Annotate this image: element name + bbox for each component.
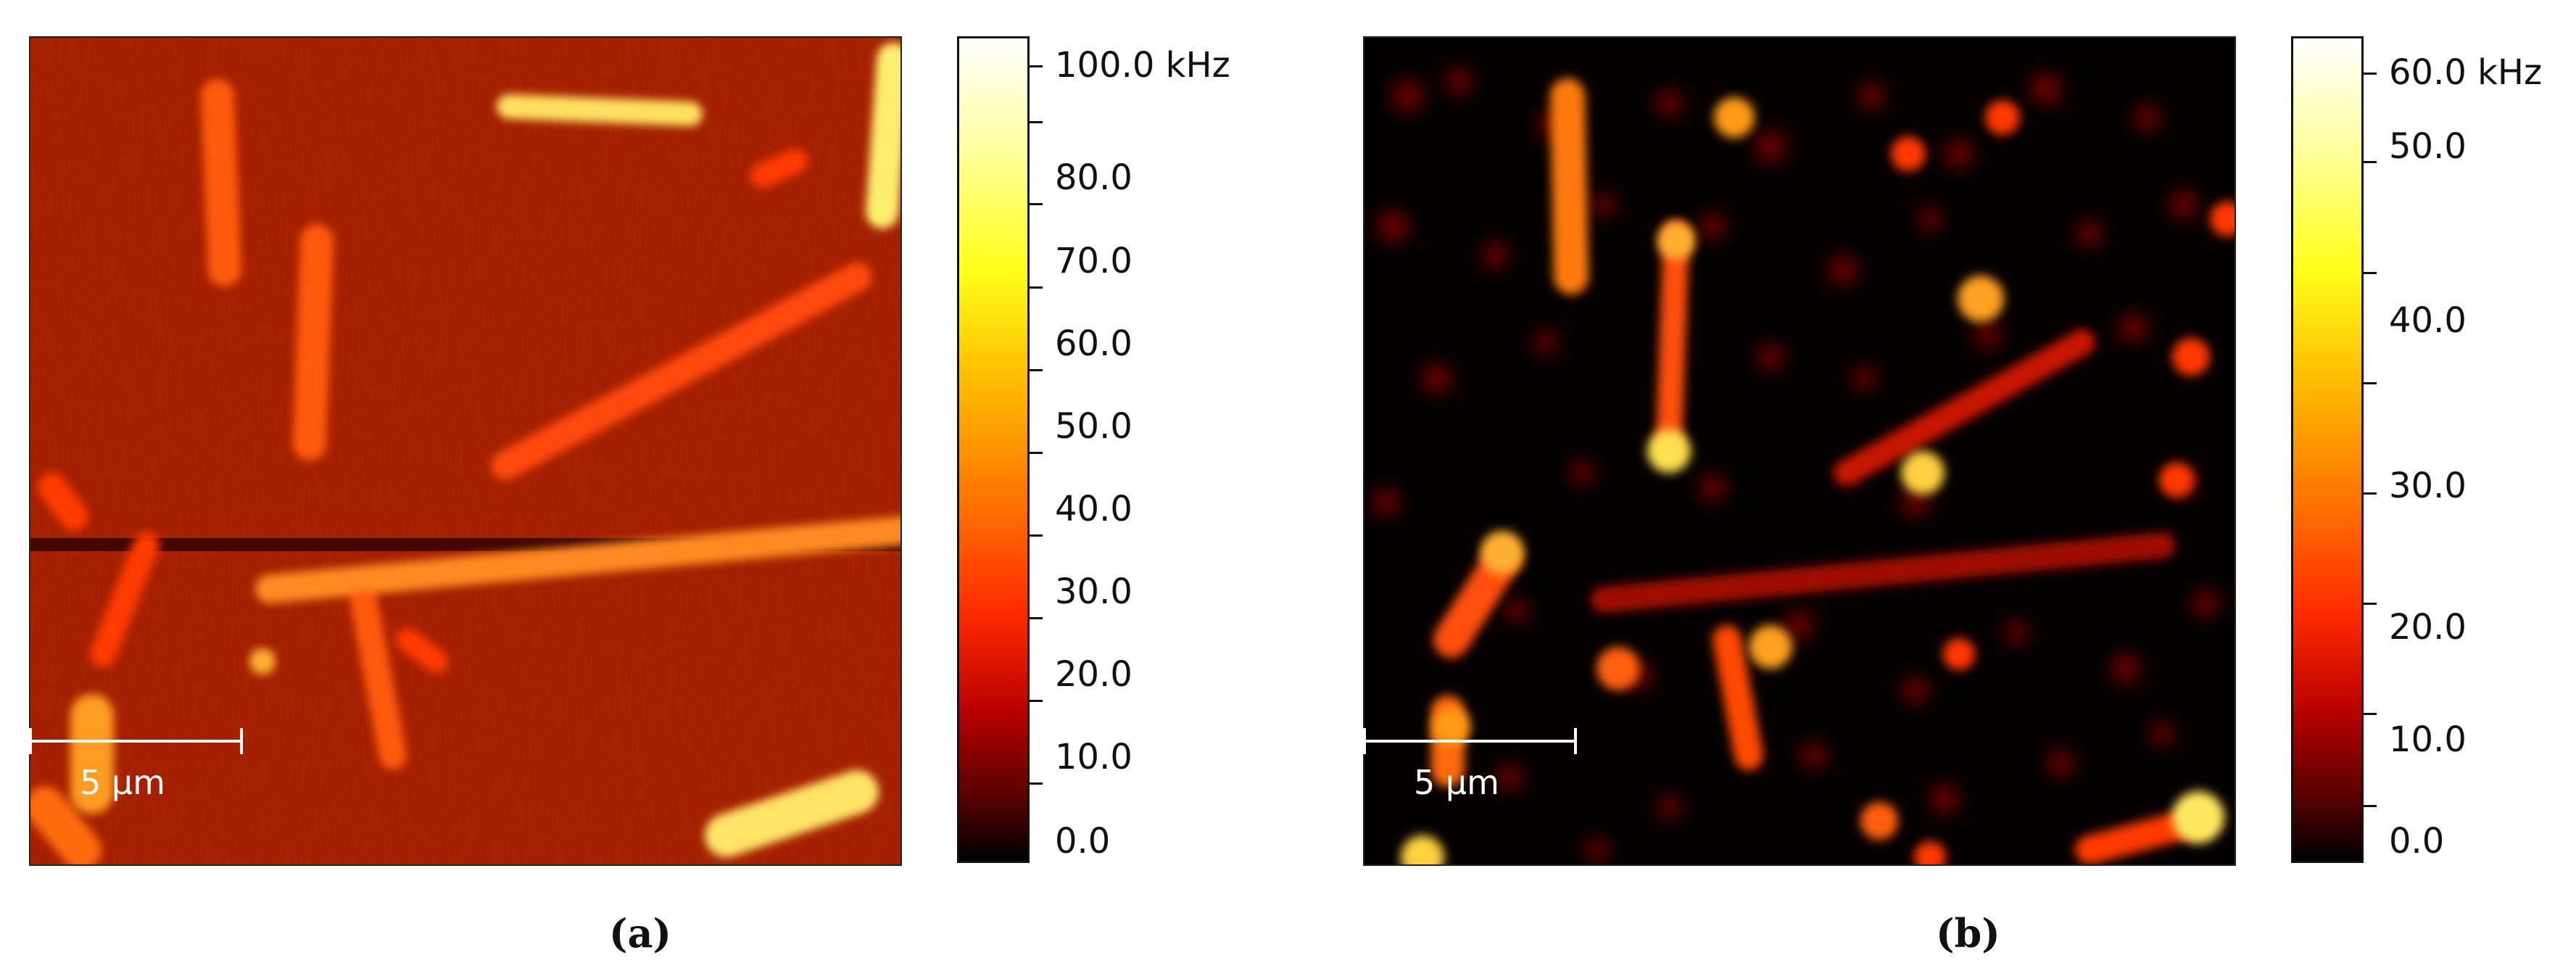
cb-tick (1030, 369, 1043, 371)
cb-label: 0.0 (2389, 821, 2445, 862)
background-b (1364, 38, 2235, 864)
scale-bar-label: 5 µm (80, 763, 165, 802)
scale-line (29, 740, 243, 743)
cb-tick (2364, 492, 2377, 495)
cb-label: 20.0 (1055, 654, 1132, 695)
fiber-a-9 (38, 473, 88, 531)
fiber-a-6 (491, 263, 871, 480)
cb-tick (2364, 73, 2377, 75)
cb-tick (1030, 452, 1043, 454)
fiber-b-1 (1550, 78, 1589, 294)
spot-b-19 (1401, 835, 1444, 864)
fiber-a-5 (293, 224, 334, 460)
colorbar-ticks-b: 60.0 kHz 50.0 40.0 30.0 20.0 10.0 0.0 (2291, 36, 2576, 863)
cb-label: 20.0 (2389, 607, 2467, 648)
cb-tick (1030, 286, 1043, 289)
cb-label: 30.0 (1055, 571, 1132, 612)
image-a-svg (30, 38, 900, 864)
spot-b-6 (2210, 202, 2235, 236)
cb-label: 40.0 (2389, 300, 2467, 341)
cb-tick (2364, 805, 2377, 807)
fiber-a-11 (396, 628, 448, 673)
fiber-a-13 (30, 786, 102, 864)
cb-label: 40.0 (1055, 489, 1132, 529)
cb-label: 70.0 (1055, 241, 1132, 281)
cb-label: 0.0 (1055, 821, 1111, 862)
fiber-b-4 (1591, 532, 2175, 613)
spot-b-7 (2172, 338, 2210, 376)
spot-b-9 (1901, 451, 1945, 495)
cb-tick (1030, 534, 1043, 537)
cb-tick-minor (1030, 121, 1043, 123)
scale-bar-label: 5 µm (1414, 763, 1499, 802)
microscopy-image-b (1363, 36, 2236, 866)
spot-b-18 (2172, 791, 2224, 843)
cb-label: 10.0 (2389, 719, 2467, 760)
spot-b-10 (2159, 463, 2194, 497)
scale-line (1363, 740, 1577, 743)
cb-label: 100.0 kHz (1055, 45, 1230, 86)
spots-a (249, 648, 276, 674)
cb-label: 30.0 (2389, 466, 2467, 506)
scale-bar-a: 5 µm (29, 725, 247, 812)
fiber-b-6 (1712, 625, 1763, 770)
fiber-a-8 (350, 590, 407, 769)
cb-tick (2364, 382, 2377, 384)
scale-tick-right (1574, 728, 1577, 754)
cb-tick (1030, 65, 1043, 67)
spot-b-11 (1480, 531, 1524, 574)
fiber-a-1 (201, 79, 241, 286)
spot-a-1 (249, 648, 276, 674)
cb-label: 80.0 (1055, 157, 1132, 198)
fiber-a-14 (705, 770, 879, 857)
spot-b-8 (1647, 429, 1691, 473)
fiber-b-5 (1433, 542, 1520, 658)
colorbar-a (957, 36, 1030, 863)
fiber-a-7 (255, 516, 900, 603)
caption-a: (a) (609, 910, 672, 957)
fibers-a (30, 43, 900, 864)
fiber-a-4 (750, 149, 808, 188)
spot-b-15 (1433, 708, 1470, 745)
fiber-b-3 (1834, 329, 2095, 486)
colorbar-b (2291, 36, 2364, 863)
scale-tick-right (240, 728, 243, 754)
image-b-svg (1364, 38, 2235, 864)
cb-tick (1030, 617, 1043, 619)
cb-tick-minor (2364, 161, 2377, 163)
cb-label: 60.0 (1055, 323, 1132, 364)
cb-label: 50.0 (2389, 126, 2467, 167)
scale-bar-b: 5 µm (1363, 725, 1581, 812)
cb-label: 10.0 (1055, 737, 1132, 777)
spot-b-17 (1914, 841, 1946, 864)
spot-b-14 (1943, 638, 1975, 670)
spot-b-5 (1958, 276, 2004, 322)
cb-tick (1030, 203, 1043, 205)
spot-b-2 (1891, 136, 1926, 171)
spot-b-4 (1657, 222, 1695, 260)
fiber-a-10 (90, 532, 160, 667)
cb-tick (1030, 782, 1043, 785)
cb-tick (2364, 603, 2377, 605)
fiber-b-2 (1656, 220, 1689, 457)
caption-b: (b) (1936, 910, 2000, 957)
spot-b-3 (1985, 100, 2020, 135)
spots-b (1401, 97, 2235, 864)
fiber-a-2 (497, 94, 703, 126)
spot-b-12 (1596, 647, 1640, 690)
cb-tick (2364, 272, 2377, 274)
cb-tick (1030, 700, 1043, 702)
spot-b-1 (1714, 97, 1755, 138)
cb-label: 50.0 (1055, 406, 1132, 447)
cb-tick (2364, 713, 2377, 715)
spot-b-16 (1860, 802, 1898, 840)
microscopy-image-a (29, 36, 902, 866)
spot-b-13 (1749, 625, 1792, 669)
cb-label: 60.0 kHz (2389, 52, 2543, 93)
colorbar-ticks-a: 100.0 kHz 80.0 70.0 60.0 50.0 40.0 30.0 … (957, 36, 1247, 863)
fiber-a-3 (866, 43, 900, 228)
